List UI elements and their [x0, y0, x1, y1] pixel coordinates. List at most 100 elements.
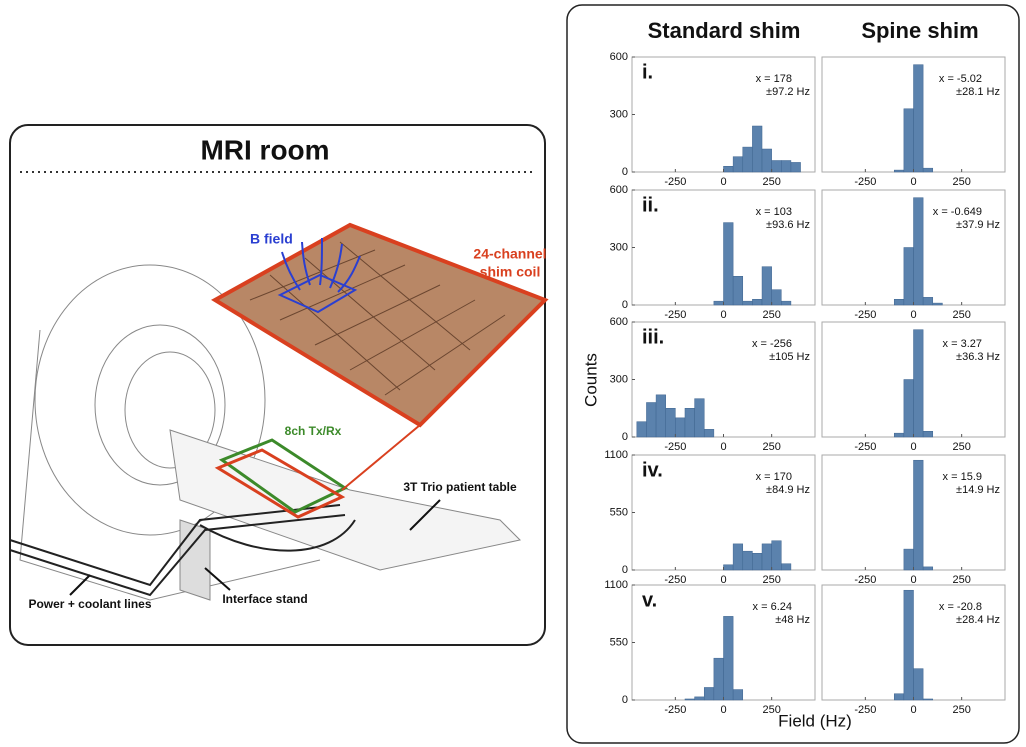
stat-annotation: ±36.3 Hz [956, 351, 1000, 363]
x-tick-label: -250 [664, 309, 686, 321]
x-tick-label: 0 [720, 176, 726, 188]
bar [666, 408, 676, 437]
bar [637, 422, 647, 437]
bar [914, 669, 924, 700]
x-tick-label: -250 [854, 309, 876, 321]
x-tick-label: 250 [952, 574, 970, 586]
bar [772, 290, 782, 305]
stand-label: Interface stand [222, 592, 307, 606]
stat-annotation: x = 103 [756, 206, 792, 218]
y-tick-label: 1100 [604, 449, 628, 461]
bar [752, 126, 762, 172]
stat-annotation: ±37.9 Hz [956, 219, 1000, 231]
bar [743, 551, 753, 570]
x-tick-label: 0 [910, 704, 916, 716]
x-tick-label: -250 [854, 704, 876, 716]
bar [781, 161, 791, 173]
bar [675, 418, 685, 437]
stat-annotation: ±28.4 Hz [956, 614, 1000, 626]
panel-label: iv. [642, 459, 663, 481]
bar [933, 303, 943, 305]
bar [894, 694, 904, 700]
mri-room-box [10, 125, 545, 645]
stat-annotation: x = -0.649 [933, 206, 982, 218]
stat-annotation: x = 178 [756, 73, 792, 85]
stat-annotation: x = 15.9 [943, 471, 982, 483]
bar [743, 301, 753, 305]
y-tick-label: 300 [610, 108, 628, 120]
diagram-title: MRI room [200, 134, 329, 165]
y-tick-label: 600 [610, 51, 628, 63]
x-tick-label: 250 [952, 704, 970, 716]
bar [724, 616, 734, 700]
bar [733, 276, 743, 305]
y-tick-label: 550 [610, 636, 628, 648]
stat-annotation: x = 6.24 [753, 601, 792, 613]
y-tick-label: 0 [622, 694, 628, 706]
x-tick-label: -250 [854, 176, 876, 188]
x-tick-label: 0 [720, 309, 726, 321]
column-title: Standard shim [648, 18, 801, 43]
panel-label: iii. [642, 326, 664, 348]
x-tick-label: -250 [854, 574, 876, 586]
bar [772, 161, 782, 173]
y-tick-label: 0 [622, 299, 628, 311]
bar [914, 460, 924, 570]
bar [914, 65, 924, 172]
y-tick-label: 300 [610, 373, 628, 385]
bar [914, 330, 924, 437]
bar [923, 168, 933, 172]
panel-label: ii. [642, 194, 659, 216]
x-tick-label: 0 [910, 176, 916, 188]
x-tick-label: -250 [664, 441, 686, 453]
bar [724, 223, 734, 305]
bar [695, 697, 705, 700]
bar [656, 395, 666, 437]
x-tick-label: 0 [720, 574, 726, 586]
bar [923, 297, 933, 305]
x-tick-label: 250 [762, 704, 780, 716]
x-tick-label: 0 [910, 574, 916, 586]
x-tick-label: 250 [952, 309, 970, 321]
bar [923, 699, 933, 700]
stat-annotation: ±84.9 Hz [766, 484, 810, 496]
txrx-label: 8ch Tx/Rx [285, 424, 342, 438]
y-tick-label: 600 [610, 316, 628, 328]
stat-annotation: ±97.2 Hz [766, 86, 810, 98]
bar [762, 267, 772, 305]
x-tick-label: -250 [664, 574, 686, 586]
y-axis-label: Counts [581, 353, 600, 407]
stat-annotation: ±93.6 Hz [766, 219, 810, 231]
bar [894, 433, 904, 437]
bar [904, 109, 914, 172]
bar [894, 299, 904, 305]
column-title: Spine shim [861, 18, 978, 43]
bar [781, 301, 791, 305]
bar [714, 658, 724, 700]
power-label: Power + coolant lines [28, 597, 151, 611]
x-tick-label: -250 [664, 704, 686, 716]
x-tick-label: 250 [952, 176, 970, 188]
b-field-label: B field [250, 231, 293, 247]
bar [733, 690, 743, 700]
stat-annotation: x = -5.02 [939, 73, 982, 85]
bar [762, 544, 772, 570]
x-tick-label: 250 [762, 176, 780, 188]
bar [743, 147, 753, 172]
bar [914, 198, 924, 305]
bar [724, 166, 734, 172]
x-tick-label: -250 [664, 176, 686, 188]
bar [923, 567, 933, 570]
table-label: 3T Trio patient table [403, 480, 517, 494]
bar [646, 403, 656, 438]
panel-label: i. [642, 61, 653, 83]
stat-annotation: x = 3.27 [943, 338, 982, 350]
bar [904, 590, 914, 700]
bar [904, 549, 914, 570]
bar [714, 301, 724, 305]
bar [894, 170, 904, 172]
bar [904, 380, 914, 438]
x-tick-label: 250 [762, 574, 780, 586]
bar [685, 408, 695, 437]
x-tick-label: 0 [720, 704, 726, 716]
